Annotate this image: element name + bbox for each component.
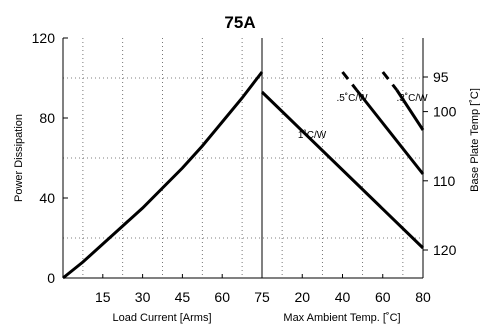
x-tick-label: 30 [135,289,151,305]
x-tick-label: 60 [375,289,391,305]
y-axis-label-right: Base Plate Temp [˚C] [469,88,480,192]
right-y-tick-label: 95 [433,69,449,85]
y-tick-label: 40 [39,190,55,206]
grid-layer [63,38,423,278]
x-tick-label: 80 [415,289,431,305]
right-y-tick-label: 120 [433,242,457,258]
x-tick-label: 15 [95,289,111,305]
x-tick-label: 40 [335,289,351,305]
series-annotation: .5˚C/W [336,92,368,104]
y-axis-label-left: Power Dissipation [13,114,25,202]
x-axis-label-left: Load Current [Arms] [112,312,211,324]
x-axis-label-right: Max Ambient Temp. [˚C] [283,312,400,324]
y-tick-label: 120 [32,30,56,46]
plot-frame [62,38,424,279]
derating-line [355,89,425,175]
chart-title: 75A [224,13,255,32]
derating-line [395,89,425,131]
power-dissipation-curve [62,71,264,280]
derating-line-dashed [341,71,358,91]
x-tick-label: 60 [214,289,230,305]
x-tick-label: 45 [175,289,191,305]
series-layer: 1˚C/W .5˚C/W .3˚C/W [62,71,428,280]
derating-line-dashed [381,71,398,91]
right-y-tick-label: 100 [433,104,457,120]
tick-layer: 0 40 80 120 15 30 45 60 75 20 40 60 80 95 100 110 120 [32,30,457,305]
series-annotation: .3˚C/W [396,92,428,104]
series-annotation: 1˚C/W [298,129,327,141]
derating-line [260,90,425,250]
x-tick-label: 75 [254,289,270,305]
x-tick-label: 20 [294,289,310,305]
right-y-tick-label: 110 [433,173,456,189]
y-tick-label: 80 [39,110,55,126]
y-tick-label: 0 [47,270,55,286]
